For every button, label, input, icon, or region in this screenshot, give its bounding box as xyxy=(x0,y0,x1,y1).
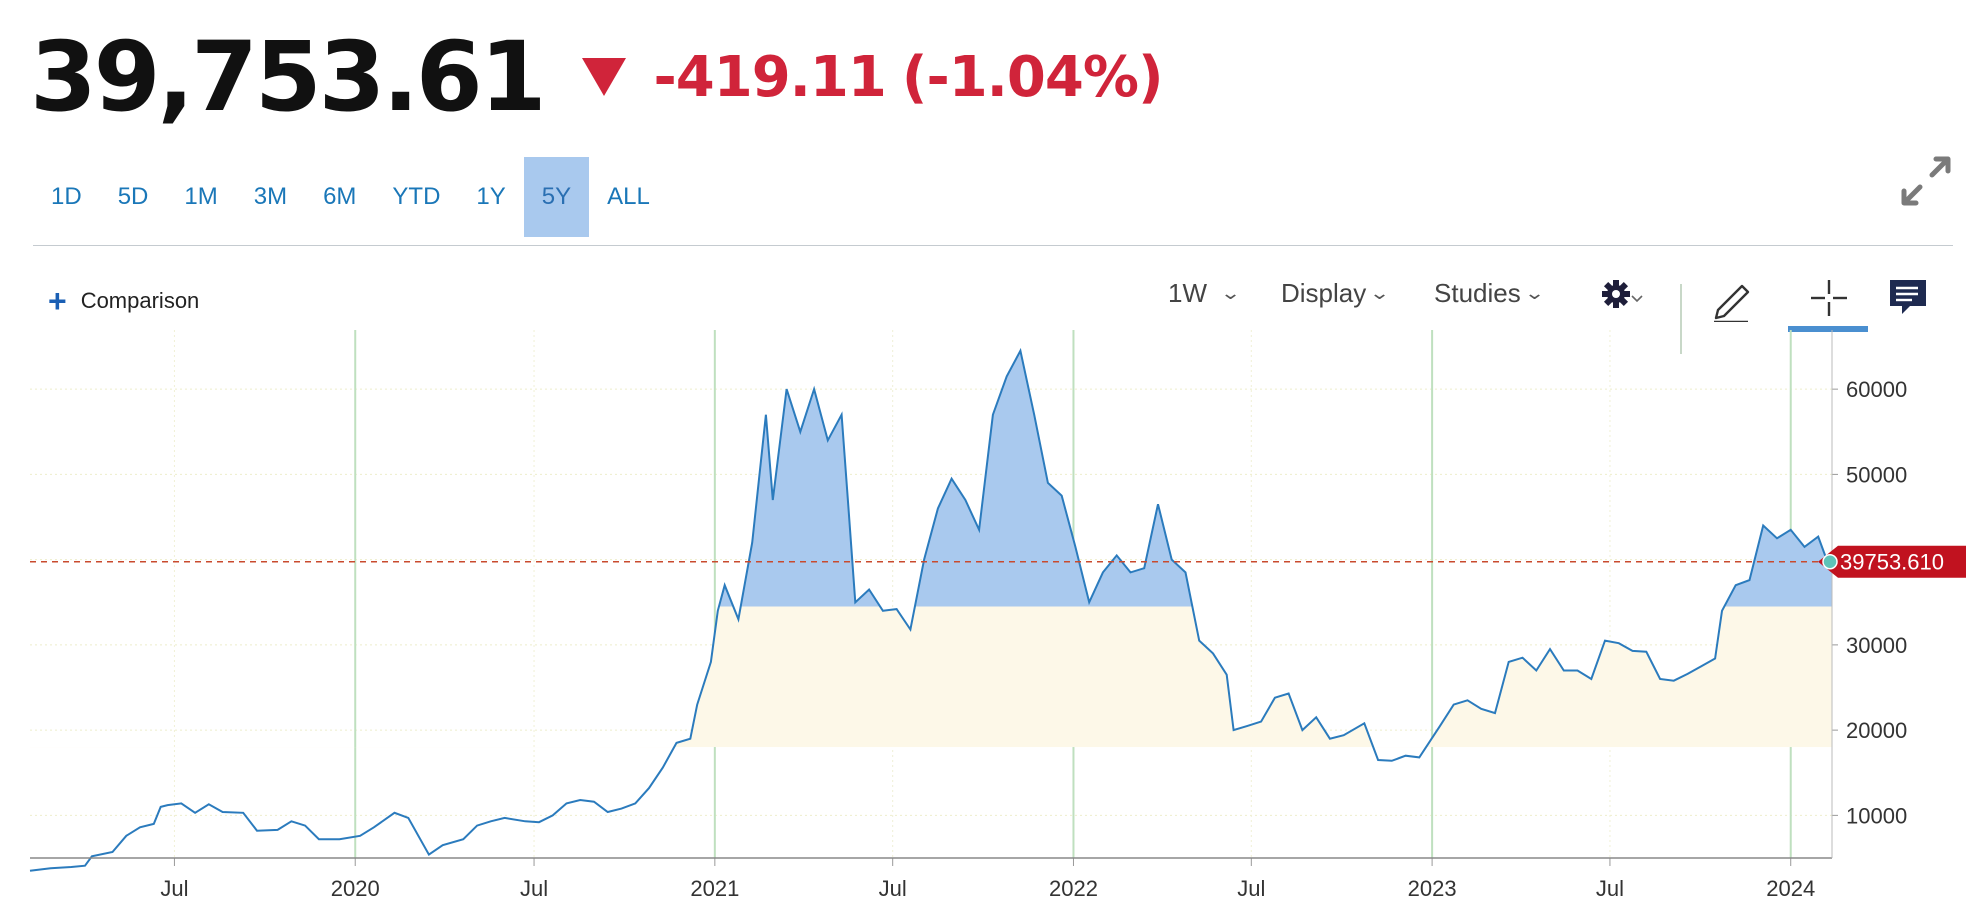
down-triangle-icon xyxy=(581,58,626,96)
y-tick-label: 60000 xyxy=(1846,377,1907,402)
range-tab-6m[interactable]: 6M xyxy=(323,183,357,210)
y-tick-label: 20000 xyxy=(1846,718,1907,743)
series-line xyxy=(29,347,1833,872)
range-tabs: 1D 5D 1M 3M 6M YTD 1Y 5Y ALL xyxy=(33,157,668,237)
range-tab-5d[interactable]: 5D xyxy=(117,183,149,210)
change-percent: (-1.04%) xyxy=(901,44,1164,110)
crosshair-active-indicator xyxy=(1788,326,1868,332)
range-tab-ytd[interactable]: YTD xyxy=(392,183,441,210)
quote-header: 39,753.61 -419.11 (-1.04%) xyxy=(30,21,1164,133)
expand-icon[interactable] xyxy=(1900,155,1952,207)
studies-label: Studies xyxy=(1434,278,1521,308)
last-price: 39,753.61 xyxy=(30,21,547,133)
x-tick-label: Jul xyxy=(879,876,907,901)
chevron-down-icon: ⌄ xyxy=(1523,283,1545,303)
change-amount: -419.11 xyxy=(653,44,887,110)
area-above-baseline xyxy=(718,350,1832,607)
comparison-button[interactable]: + Comparison xyxy=(48,283,200,319)
x-tick-label: 2021 xyxy=(690,876,739,901)
range-tab-1d[interactable]: 1D xyxy=(51,183,82,210)
x-tick-label: Jul xyxy=(1596,876,1624,901)
header-divider xyxy=(33,245,1953,246)
x-tick-label: Jul xyxy=(160,876,188,901)
interval-label: 1W xyxy=(1168,278,1207,308)
x-tick-label: 2022 xyxy=(1049,876,1098,901)
range-tab-1m[interactable]: 1M xyxy=(184,183,218,210)
x-tick-label: 2024 xyxy=(1766,876,1815,901)
x-tick-label: 2020 xyxy=(331,876,380,901)
x-tick-label: Jul xyxy=(1237,876,1265,901)
axes: 100002000030000400005000060000Jul2020Jul… xyxy=(30,330,1907,901)
area-below-baseline xyxy=(30,606,1832,748)
area-fill xyxy=(30,350,1832,748)
toolbar-separator xyxy=(1680,284,1682,354)
chevron-down-icon: ⌄ xyxy=(1369,283,1391,303)
price-chart[interactable]: 100002000030000400005000060000Jul2020Jul… xyxy=(0,330,1968,923)
x-tick-label: 2023 xyxy=(1408,876,1457,901)
y-tick-label: 10000 xyxy=(1846,803,1907,828)
y-tick-label: 50000 xyxy=(1846,462,1907,487)
series-line-group xyxy=(29,347,1833,872)
price-change: -419.11 (-1.04%) xyxy=(581,44,1164,110)
comment-icon[interactable] xyxy=(1886,274,1934,322)
price-tag xyxy=(1818,545,1966,578)
studies-dropdown[interactable]: Studies ⌄ xyxy=(1434,278,1545,309)
range-tab-3m[interactable]: 3M xyxy=(253,183,288,210)
display-label: Display xyxy=(1281,278,1367,308)
crosshair-icon[interactable] xyxy=(1805,274,1853,322)
display-dropdown[interactable]: Display ⌄ xyxy=(1281,278,1391,309)
chart-toolbar: + Comparison 1W ⌄ Display ⌄ Studies ⌄ xyxy=(0,262,1968,354)
comparison-label: Comparison xyxy=(80,288,200,313)
range-tab-5y[interactable]: 5Y xyxy=(523,157,590,237)
price-tag-group: 39753.610 xyxy=(1818,545,1966,578)
price-tag-label: 39753.610 xyxy=(1840,550,1944,575)
pencil-icon[interactable] xyxy=(1708,274,1756,322)
gear-icon[interactable] xyxy=(1598,274,1646,322)
y-tick-label: 30000 xyxy=(1846,633,1907,658)
current-point-marker xyxy=(1822,553,1838,570)
chevron-down-icon: ⌄ xyxy=(1219,283,1242,303)
range-tab-all[interactable]: ALL xyxy=(607,183,650,210)
plus-icon: + xyxy=(48,283,67,319)
range-tab-1y[interactable]: 1Y xyxy=(476,183,506,210)
interval-dropdown[interactable]: 1W ⌄ xyxy=(1168,278,1242,309)
x-tick-label: Jul xyxy=(520,876,548,901)
